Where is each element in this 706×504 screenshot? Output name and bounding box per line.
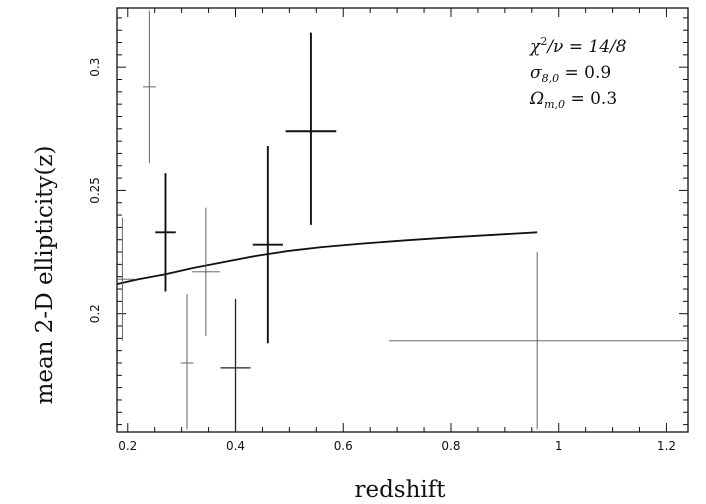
data-point bbox=[389, 252, 688, 430]
data-point bbox=[180, 293, 194, 430]
y-axis-label: mean 2-D ellipticity(z) bbox=[32, 146, 58, 405]
data-points-layer bbox=[117, 10, 688, 432]
model-curve bbox=[116, 231, 538, 285]
x-axis-label: redshift bbox=[354, 477, 446, 503]
fit-annotation: χ2/ν = 14/8 bbox=[529, 35, 627, 57]
y-tick-label: 0.25 bbox=[88, 177, 102, 204]
x-tick-label: 0.8 bbox=[441, 439, 460, 453]
x-tick-label: 0.4 bbox=[226, 439, 245, 453]
data-point bbox=[117, 217, 135, 341]
model-curve-layer bbox=[116, 231, 538, 285]
data-point bbox=[252, 146, 283, 344]
fit-annotations: χ2/ν = 14/8 σ8,0 = 0.9 Ωm,0 = 0.3 bbox=[529, 35, 627, 111]
x-tick-label: 1 bbox=[555, 439, 563, 453]
data-point bbox=[142, 10, 156, 164]
y-axis: 0.2 0.25 0.3 bbox=[88, 17, 688, 426]
plot-frame bbox=[116, 7, 689, 433]
data-point bbox=[220, 298, 251, 432]
x-tick-label: 0.6 bbox=[334, 439, 353, 453]
plot-border bbox=[116, 7, 689, 433]
x-tick-label: 0.2 bbox=[118, 439, 137, 453]
x-axis: 0.2 0.4 0.6 0.8 1 1.2 bbox=[118, 8, 676, 453]
fit-annotation: σ8,0 = 0.9 bbox=[530, 63, 611, 85]
data-point bbox=[155, 173, 176, 292]
data-point bbox=[285, 32, 337, 225]
y-tick-label: 0.3 bbox=[88, 58, 102, 77]
y-tick-label: 0.2 bbox=[88, 304, 102, 323]
x-tick-label: 1.2 bbox=[657, 439, 676, 453]
fit-annotation: Ωm,0 = 0.3 bbox=[529, 89, 617, 111]
data-point bbox=[191, 207, 220, 336]
